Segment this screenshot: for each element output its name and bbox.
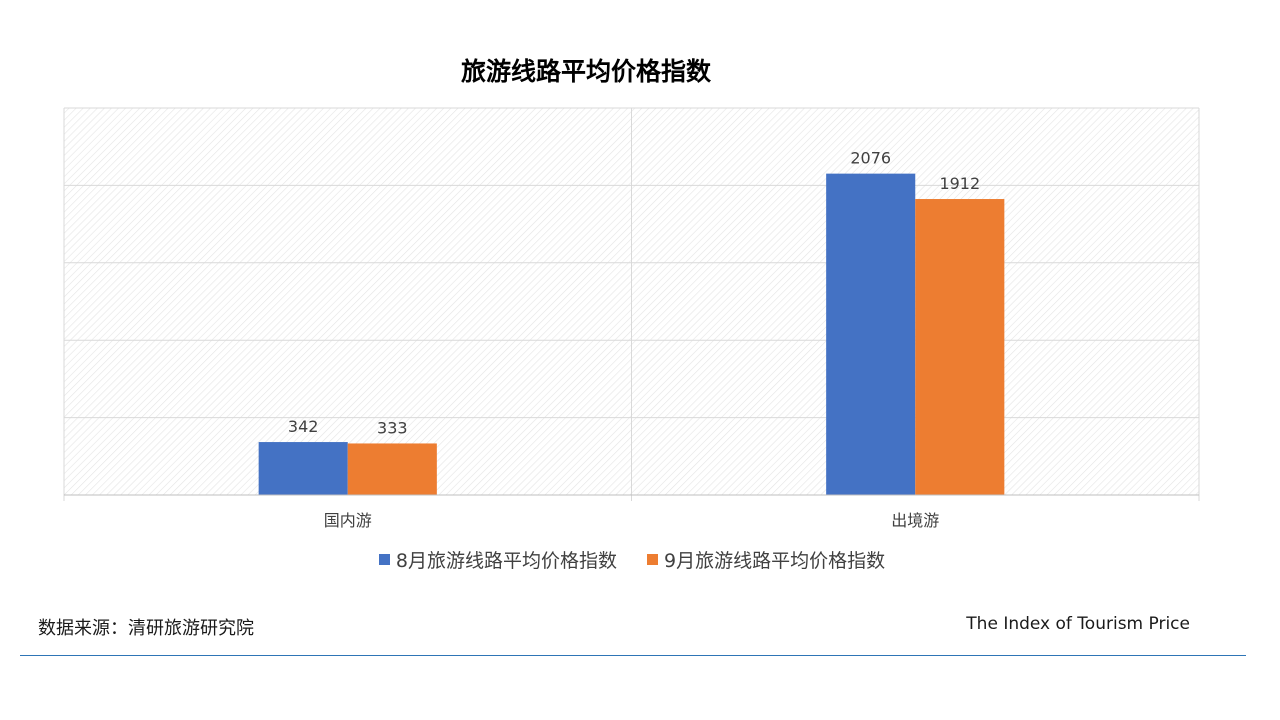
- footer-divider: [20, 655, 1246, 656]
- bar: [915, 199, 1005, 495]
- legend-item: 8月旅游线路平均价格指数: [378, 546, 617, 573]
- bar: [826, 173, 916, 495]
- bar: [258, 442, 348, 495]
- bar: [347, 443, 437, 495]
- chart-title: 旅游线路平均价格指数: [460, 57, 711, 86]
- data-source-note: 数据来源：清研旅游研究院: [38, 618, 254, 639]
- x-tick-label: 国内游: [324, 511, 372, 530]
- data-label: 333: [377, 418, 408, 437]
- x-tick-label: 出境游: [891, 511, 939, 530]
- legend-swatch-sep: [647, 554, 658, 565]
- data-label: 342: [288, 417, 319, 436]
- legend: 8月旅游线路平均价格指数 9月旅游线路平均价格指数: [0, 546, 1264, 573]
- legend-label-aug: 8月旅游线路平均价格指数: [395, 550, 617, 572]
- data-label: 1912: [939, 174, 980, 193]
- legend-label-sep: 9月旅游线路平均价格指数: [664, 550, 886, 572]
- legend-swatch-aug: [378, 554, 390, 565]
- legend-item: 9月旅游线路平均价格指数: [647, 546, 885, 573]
- data-label: 2076: [850, 149, 891, 168]
- english-title: The Index of Tourism Price: [966, 614, 1190, 634]
